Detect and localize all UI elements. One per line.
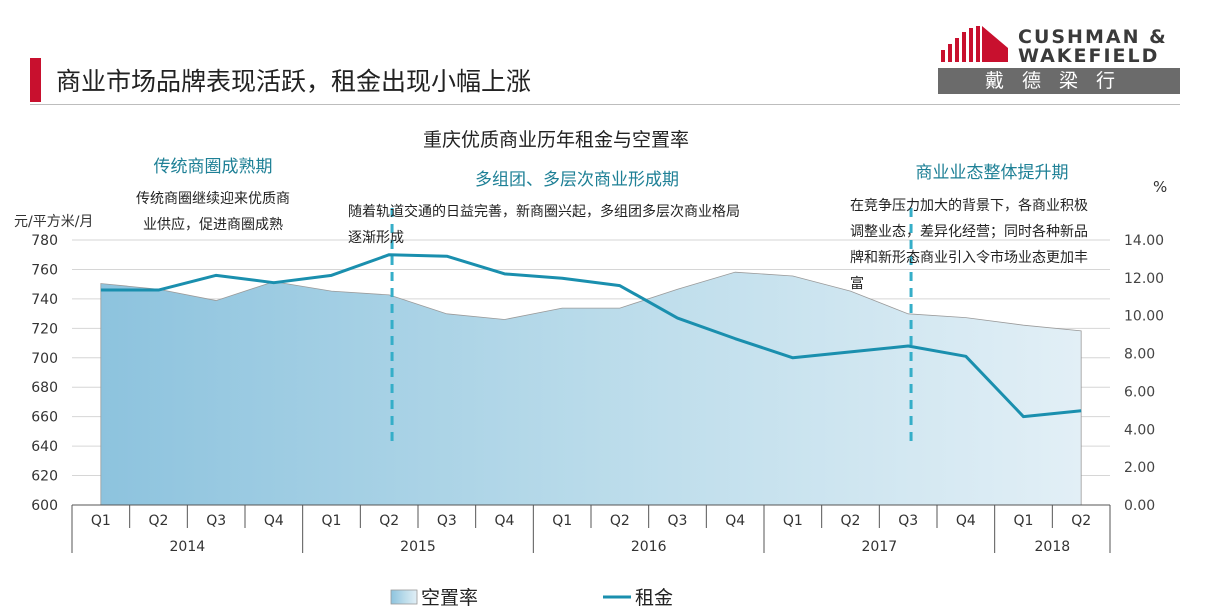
legend-vacancy-label: 空置率 <box>421 587 478 609</box>
right-axis-label: % <box>1153 178 1167 196</box>
logo-text-line1: CUSHMAN & <box>1018 26 1168 48</box>
legend-vacancy-swatch <box>390 589 418 605</box>
left-axis-tick-label: 680 <box>31 380 58 396</box>
right-axis-tick-label: 4.00 <box>1124 422 1155 438</box>
left-axis-tick-label: 700 <box>31 351 58 367</box>
x-tick-label: Q1 <box>552 513 572 529</box>
phase-description-line: 逐渐形成 <box>348 230 404 246</box>
x-tick-label: Q4 <box>725 513 745 529</box>
year-label: 2015 <box>400 539 436 555</box>
left-axis-tick-label: 620 <box>31 469 58 485</box>
cushman-wakefield-logo: CUSHMAN & WAKEFIELD 戴德梁行 <box>938 24 1180 94</box>
phase-description-line: 富 <box>850 275 864 292</box>
header-divider <box>30 104 1180 105</box>
x-tick-label: Q1 <box>783 513 803 529</box>
x-tick-label: Q2 <box>610 513 630 529</box>
x-tick-label: Q4 <box>495 513 515 529</box>
x-tick-label: Q2 <box>841 513 861 529</box>
x-tick-label: Q2 <box>1071 513 1091 529</box>
year-label: 2017 <box>862 539 898 555</box>
year-label: 2014 <box>170 539 206 555</box>
left-axis-tick-label: 600 <box>31 498 58 514</box>
x-tick-label: Q3 <box>206 513 226 529</box>
x-tick-label: Q1 <box>91 513 111 529</box>
phase-description-line: 随着轨道交通的日益完善，新商圈兴起，多组团多层次商业格局 <box>348 203 740 220</box>
x-tick-label: Q1 <box>1014 513 1034 529</box>
logo-bars-icon <box>941 26 1008 62</box>
right-axis-tick-label: 10.00 <box>1124 309 1164 325</box>
right-axis-tick-label: 14.00 <box>1124 233 1164 249</box>
phase-description-line: 调整业态，差异化经营；同时各种新品 <box>850 224 1088 240</box>
phase-description-line: 传统商圈继续迎来优质商 <box>136 190 290 207</box>
year-label: 2016 <box>631 539 667 555</box>
logo-text-line2: WAKEFIELD <box>1018 45 1160 67</box>
x-tick-label: Q4 <box>264 513 284 529</box>
left-axis-tick-label: 640 <box>31 439 58 455</box>
phase-description-line: 业供应，促进商圈成熟 <box>143 216 283 233</box>
phase-title: 多组团、多层次商业形成期 <box>475 170 679 190</box>
x-tick-label: Q3 <box>898 513 918 529</box>
vacancy-area-series <box>100 271 1082 506</box>
right-axis-tick-label: 8.00 <box>1124 347 1155 363</box>
page-title: 商业市场品牌表现活跃，租金出现小幅上涨 <box>56 67 532 96</box>
left-axis-label: 元/平方米/月 <box>14 214 93 230</box>
logo-text-chinese: 戴德梁行 <box>938 68 1180 94</box>
left-axis-tick-label: 760 <box>31 262 58 278</box>
phase-description-line: 在竞争压力加大的背景下，各商业积极 <box>850 197 1088 214</box>
rent-line-series <box>100 253 1082 419</box>
left-axis-tick-label: 780 <box>31 233 58 249</box>
x-tick-label: Q3 <box>668 513 688 529</box>
left-axis-tick-label: 660 <box>31 410 58 426</box>
x-tick-label: Q2 <box>379 513 399 529</box>
chart-title: 重庆优质商业历年租金与空置率 <box>423 129 689 151</box>
right-axis-tick-label: 2.00 <box>1124 460 1155 476</box>
right-axis-tick-label: 6.00 <box>1124 384 1155 400</box>
title-accent-bar <box>30 58 41 102</box>
x-tick-label: Q1 <box>322 513 342 529</box>
left-axis-tick-label: 720 <box>31 321 58 337</box>
phase-description-line: 牌和新形态商业引入令市场业态更加丰 <box>850 249 1088 266</box>
x-tick-label: Q2 <box>149 513 169 529</box>
phase-title: 传统商圈成熟期 <box>154 156 273 177</box>
right-axis-tick-label: 0.00 <box>1124 498 1155 514</box>
phase-title: 商业业态整体提升期 <box>916 163 1069 183</box>
x-tick-label: Q4 <box>956 513 976 529</box>
x-tick-label: Q3 <box>437 513 457 529</box>
year-label: 2018 <box>1035 539 1071 555</box>
legend-rent-label: 租金 <box>635 587 673 609</box>
right-axis-tick-label: 12.00 <box>1124 271 1164 287</box>
left-axis-tick-label: 740 <box>31 292 58 308</box>
